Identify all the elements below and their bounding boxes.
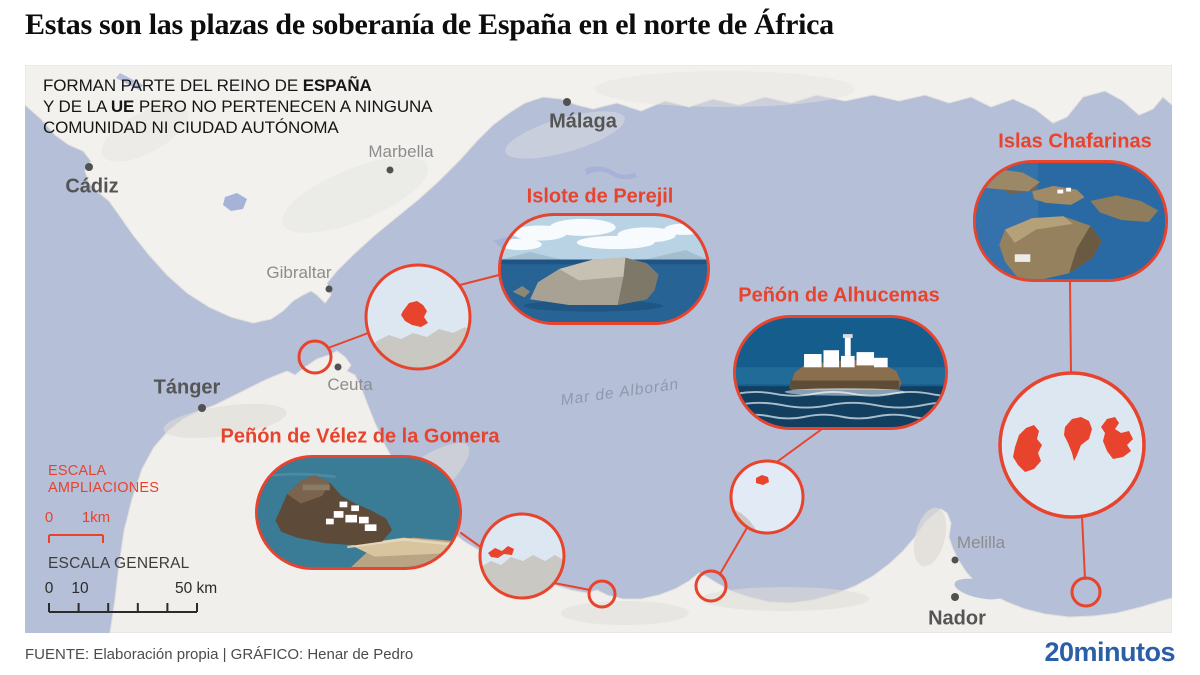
chafarinas-photo-scene <box>976 163 1165 279</box>
cadiz-dot <box>85 163 93 171</box>
city-label-malaga: Málaga <box>549 110 617 133</box>
scale-gen-zero: 0 <box>44 580 54 597</box>
perejil-islet-shape <box>401 301 428 327</box>
city-label-ceuta: Ceuta <box>327 375 373 394</box>
chafarinas-islets-shapes <box>1013 417 1133 472</box>
scale-amp-line1: ESCALA <box>48 463 107 479</box>
intro-line-1: FORMAN PARTE DEL REINO DE ESPAÑA <box>43 76 372 95</box>
territory-label-chafarinas: Islas Chafarinas <box>998 130 1152 153</box>
marbella-dot <box>386 166 394 174</box>
location-rings <box>297 339 1102 609</box>
territory-label-velez: Peñón de Vélez de la Gomera <box>220 425 500 448</box>
velez-photo-scene <box>258 458 459 567</box>
scale-ampliaciones-bar <box>48 534 104 543</box>
scale-ampliaciones-title: ESCALA AMPLIACIONES <box>48 463 159 497</box>
ceuta-dot <box>334 363 342 371</box>
brand-logo: 20minutos <box>1044 637 1175 667</box>
nador-dot <box>951 593 959 601</box>
source-credit: FUENTE: Elaboración propia | GRÁFICO: He… <box>25 646 414 663</box>
scale-general-bar <box>48 603 198 613</box>
intro-line-2: Y DE LA UE PERO NO PERTENECEN A NINGUNA <box>43 97 433 116</box>
magnifier-chafarinas <box>998 371 1146 519</box>
chafarinas-location-ring <box>1070 576 1102 608</box>
magnifier-perejil <box>364 263 472 371</box>
malaga-dot <box>563 98 571 106</box>
city-label-gibraltar: Gibraltar <box>266 263 332 282</box>
scale-amp-zero: 0 <box>44 509 54 526</box>
city-label-marbella: Marbella <box>368 142 434 161</box>
photo-penon-de-velez <box>255 455 462 570</box>
photo-islote-de-perejil <box>498 213 710 325</box>
scale-gen-end: 50 km <box>175 580 218 597</box>
territory-label-alhucemas: Peñón de Alhucemas <box>738 284 940 307</box>
map-canvas: FORMAN PARTE DEL REINO DE ESPAÑA Y DE LA… <box>25 65 1172 633</box>
photo-penon-de-alhucemas <box>733 315 948 430</box>
perejil-location-ring <box>297 339 333 375</box>
city-label-tanger: Tánger <box>153 376 221 399</box>
territory-label-perejil: Islote de Perejil <box>526 185 674 208</box>
photo-islas-chafarinas <box>973 160 1168 282</box>
spain-relief <box>101 71 855 233</box>
gibraltar-dot <box>325 285 333 293</box>
city-label-nador: Nador <box>928 607 986 630</box>
scale-amp-line2: AMPLIACIONES <box>48 480 160 496</box>
velez-location-ring <box>587 579 617 609</box>
alhucemas-islet-shape <box>756 475 769 485</box>
alhucemas-photo-scene <box>736 318 945 427</box>
city-label-melilla: Melilla <box>956 533 1006 552</box>
city-label-cadiz: Cádiz <box>65 175 119 198</box>
intro-line-3: COMUNIDAD NI CIUDAD AUTÓNOMA <box>43 118 339 137</box>
magnifier-velez <box>478 512 566 600</box>
intro-text: FORMAN PARTE DEL REINO DE ESPAÑA Y DE LA… <box>43 75 433 138</box>
city-dots <box>85 98 959 601</box>
scale-gen-ten: 10 <box>71 580 89 597</box>
scale-general-title: ESCALA GENERAL <box>48 555 190 572</box>
alhucemas-location-ring <box>694 569 728 603</box>
mar-chica-lagoon <box>954 578 1006 600</box>
map-base-graphics <box>25 65 1172 633</box>
tanger-dot <box>198 404 206 412</box>
velez-islet-shape <box>488 546 514 558</box>
spain-landmass <box>25 65 1172 324</box>
connector-lines <box>327 274 1086 591</box>
scale-amp-end: 1km <box>81 509 111 526</box>
page-title: Estas son las plazas de soberanía de Esp… <box>25 8 834 41</box>
perejil-photo-scene <box>501 216 707 322</box>
melilla-dot <box>951 556 959 564</box>
